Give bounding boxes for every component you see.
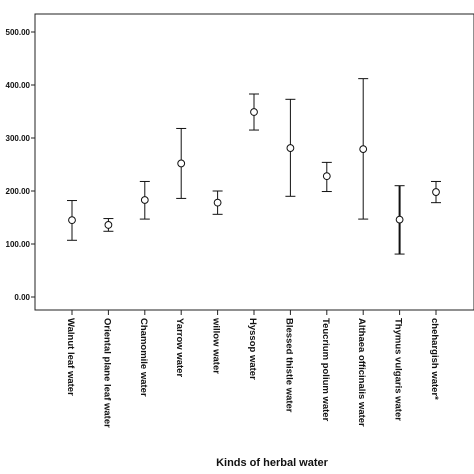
mean-marker <box>359 145 368 154</box>
mean-marker <box>68 216 76 225</box>
y-tick-label: 0.00 <box>14 293 30 302</box>
x-tick-label: Hyssop water <box>247 318 258 380</box>
x-tick-label: Blessed thistle water <box>283 318 294 413</box>
x-tick-label: Teucrium polium water <box>320 318 331 422</box>
mean-marker <box>213 198 222 207</box>
x-tick-label: Thymus vulgaris water <box>393 318 404 421</box>
x-tick-label: Althaea officinalis water <box>356 318 367 427</box>
y-tick-label: 400.00 <box>6 81 31 90</box>
x-tick-label: Chamomile water <box>138 318 149 397</box>
plot-area-frame <box>34 13 474 311</box>
mean-marker <box>177 159 186 168</box>
y-tick-label: 500.00 <box>6 28 31 37</box>
error-bars <box>67 78 441 255</box>
mean-marker <box>432 188 440 196</box>
x-tick-label: willow water <box>211 317 222 374</box>
x-axis-label: Kinds of herbal water <box>216 457 329 469</box>
x-tick-label: Walnut leaf water <box>65 318 76 396</box>
mean-marker <box>104 221 113 229</box>
x-tick-label: chehargish water* <box>429 318 440 400</box>
y-tick-label: 100.00 <box>6 240 31 249</box>
x-axis: Walnut leaf water Oriental plane leaf wat… <box>65 310 440 428</box>
x-tick-label: Yarrow water <box>174 318 185 377</box>
x-tick-label: Oriental plane leaf water <box>101 318 112 428</box>
y-tick-label: 200.00 <box>6 187 31 196</box>
y-tick-label: 300.00 <box>6 134 31 143</box>
mean-marker <box>250 108 258 116</box>
mean-marker <box>322 172 331 181</box>
mean-marker <box>140 196 149 204</box>
mean-marker <box>286 144 295 152</box>
mean-marker <box>395 215 404 224</box>
y-axis: 0.00 100.00 200.00 300.00 400.00 500.00 <box>6 28 35 302</box>
